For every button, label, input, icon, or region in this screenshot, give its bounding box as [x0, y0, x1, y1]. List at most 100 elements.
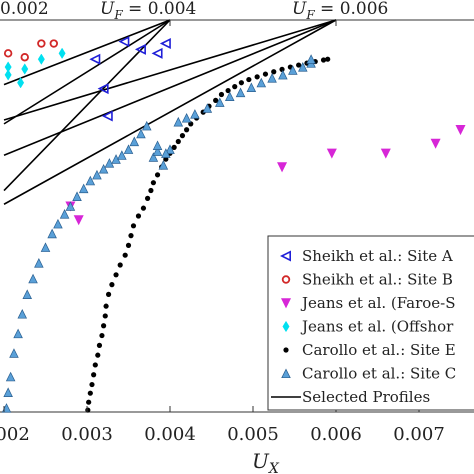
series-1-point — [20, 53, 29, 62]
series-5-point — [306, 54, 316, 64]
series-4-point — [144, 195, 151, 201]
series-5-point — [123, 144, 134, 154]
series-5-point — [181, 113, 192, 123]
series-4-point — [113, 272, 119, 278]
series-4-point — [122, 252, 128, 258]
series-0-point — [118, 36, 130, 48]
series-5-point — [117, 150, 127, 160]
series-5-point — [17, 309, 28, 319]
series-5-point — [278, 69, 288, 80]
series-4-point — [279, 66, 285, 72]
profile-line-4 — [3, 19, 337, 156]
legend-marker-2 — [280, 298, 292, 309]
plot-frame — [0, 19, 474, 413]
profile-line-0 — [3, 19, 171, 192]
top-annotations: 0.002 UF = 0.004 UF = 0.006 — [0, 0, 388, 22]
x-tick-label: 0.002 — [0, 424, 30, 445]
series-5-point — [78, 183, 89, 194]
series-5-point — [40, 242, 51, 252]
series-0-point — [89, 53, 101, 65]
series-5-point — [104, 158, 115, 168]
series-3-point — [58, 47, 66, 59]
series-4-point — [179, 133, 186, 139]
series-5-point — [158, 160, 169, 170]
legend-label-4: Carollo et al.: Site E — [302, 341, 456, 359]
selected-profile-lines — [3, 19, 337, 205]
series-5-point — [136, 128, 146, 139]
series-4-point — [101, 323, 107, 329]
series-4-point — [99, 332, 105, 339]
x-axis-title: UX — [252, 449, 280, 474]
series-4-point — [325, 56, 331, 62]
series-5-point — [141, 120, 152, 131]
uf-004-label: UF = 0.004 — [100, 0, 196, 22]
series-5-point — [152, 140, 163, 150]
series-4-point — [95, 352, 101, 358]
series-5-point — [3, 387, 13, 397]
series-5-point — [246, 82, 257, 92]
series-4-point — [89, 381, 95, 388]
legend-label-0: Sheikh et al.: Site A — [302, 247, 453, 265]
series-3-point — [17, 77, 25, 89]
series-0-point — [101, 110, 113, 122]
profile-line-1 — [3, 19, 171, 125]
series-4-point — [254, 74, 260, 80]
series-5-point — [28, 273, 38, 284]
legend-marker-5 — [281, 368, 291, 379]
series-5-point — [72, 191, 82, 201]
legend: Sheikh et al.: Site A Sheikh et al.: Site… — [267, 235, 474, 411]
series-4-point — [238, 80, 244, 86]
legend-items: Sheikh et al.: Site A Sheikh et al.: Site… — [271, 247, 456, 406]
series-5-point — [129, 136, 140, 147]
series-2-point — [430, 138, 441, 149]
series-5-point — [59, 209, 70, 219]
series-1-point — [3, 49, 13, 58]
series-5-point — [22, 289, 33, 299]
series-4-point — [135, 213, 142, 219]
series-1-point — [37, 39, 46, 48]
series-3-point — [21, 63, 29, 75]
legend-label-3: Jeans et al. (Offshor — [300, 318, 454, 336]
uf-006-label: UF = 0.006 — [292, 0, 388, 22]
series-4-point — [140, 205, 147, 211]
series-5-point — [235, 87, 246, 98]
series-4-point — [218, 91, 225, 98]
series-4-point — [117, 262, 123, 268]
legend-marker-0 — [280, 250, 292, 262]
series-5-point — [148, 152, 159, 162]
series-5-point — [92, 169, 102, 180]
series-4-point — [296, 62, 302, 68]
series-5-point — [267, 73, 277, 83]
series-4-point — [148, 187, 154, 194]
series-2-point — [380, 148, 391, 159]
series-4-point — [246, 76, 252, 83]
series-5-point — [34, 258, 44, 268]
series-0-point — [159, 38, 171, 50]
series-2-point — [73, 215, 84, 226]
series-4-point — [86, 399, 92, 405]
series-4-point — [91, 372, 97, 378]
profile-line-5 — [3, 19, 337, 121]
series-4-point — [175, 138, 181, 145]
series-5-point — [98, 163, 109, 174]
series-5-point — [161, 148, 171, 158]
series-5-point — [298, 62, 308, 72]
series-4-point — [130, 223, 137, 229]
series-4-point — [184, 127, 190, 133]
series-4-point — [271, 69, 277, 75]
series-4-point — [262, 71, 269, 77]
legend-label-1: Sheikh et al.: Site B — [302, 271, 453, 289]
series-4-point — [125, 242, 132, 248]
series-4-point — [171, 144, 177, 150]
series-5-point — [165, 144, 175, 154]
series-4-point — [150, 180, 156, 186]
legend-marker-3 — [282, 320, 290, 333]
series-4-point — [103, 303, 109, 309]
series-1-point — [49, 39, 58, 48]
series-3-point — [4, 69, 12, 81]
series-5-point — [256, 77, 267, 88]
x-axis-label: UX — [252, 449, 280, 474]
series-4-point — [154, 172, 161, 178]
x-tick-label: 0.004 — [144, 424, 196, 445]
